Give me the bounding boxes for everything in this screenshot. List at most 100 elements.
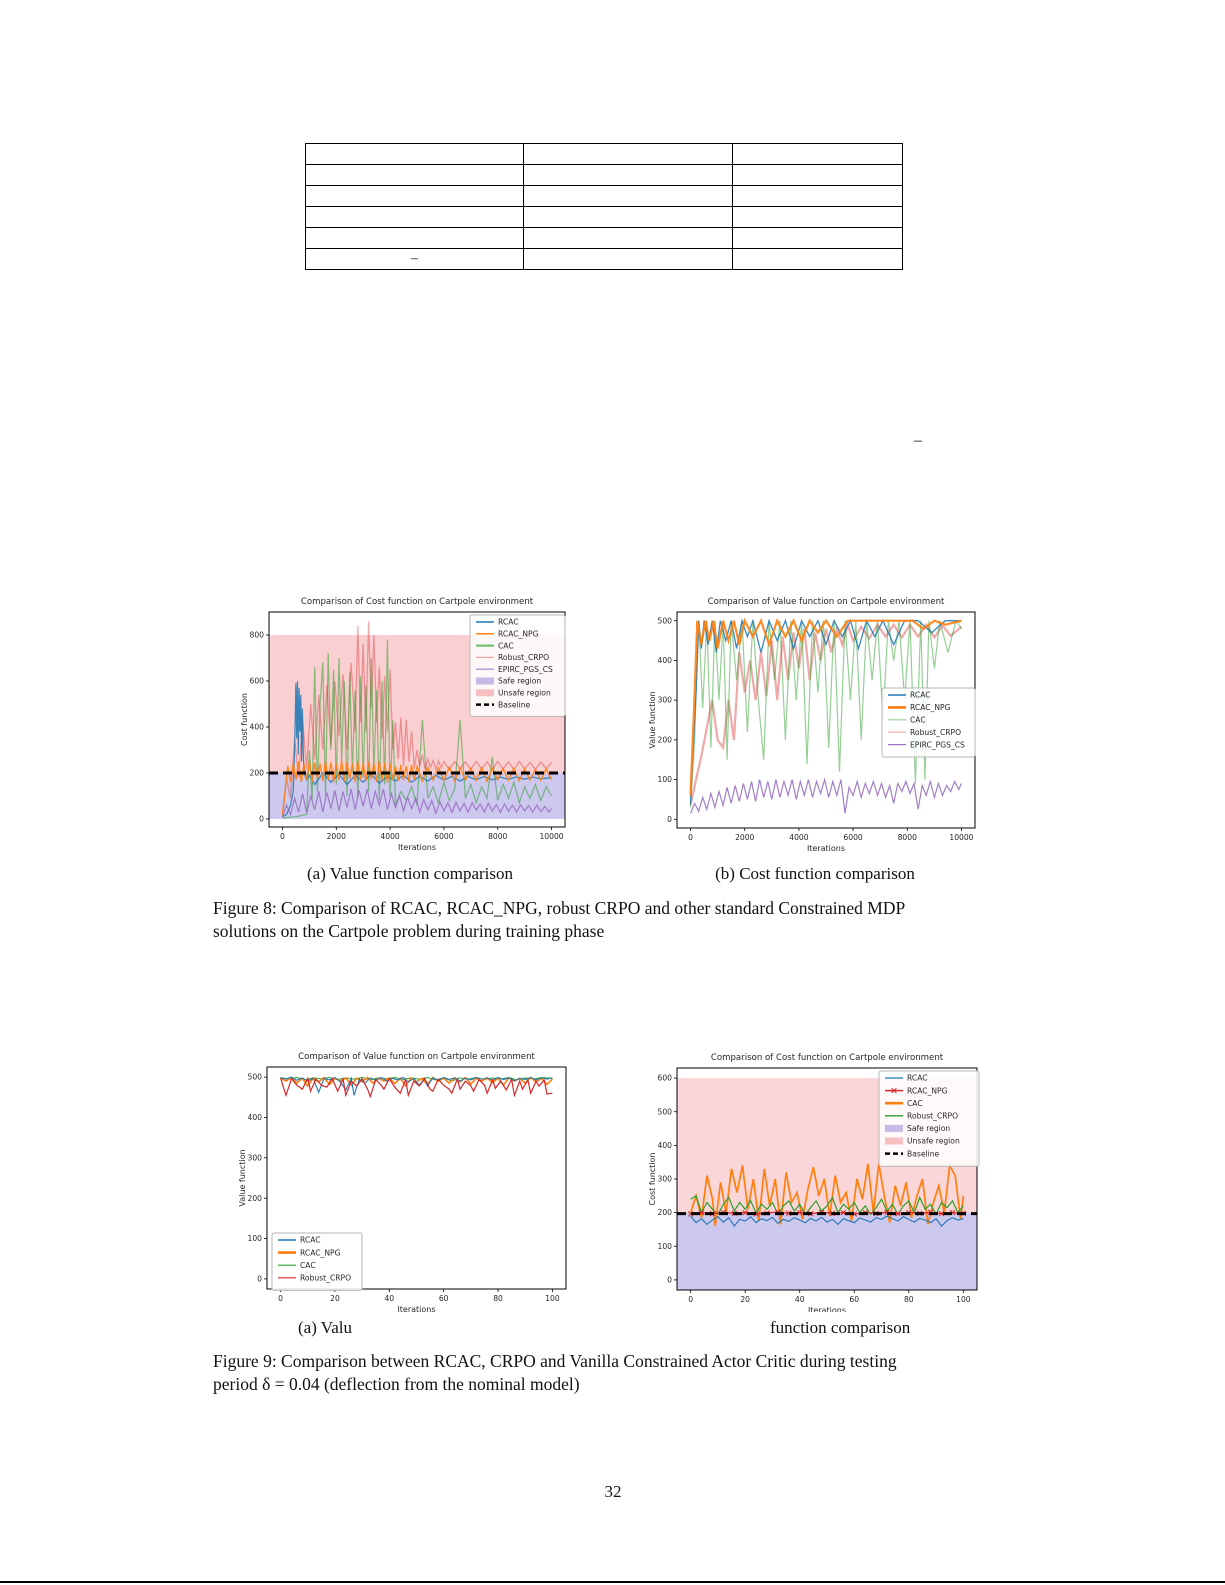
legend-label: RCAC_NPG xyxy=(498,630,539,639)
figure8-subcaption-a: (a) Value function comparison xyxy=(307,864,513,883)
y-tick-label: 200 xyxy=(248,1194,263,1203)
legend-label: Baseline xyxy=(907,1149,940,1158)
table-cell xyxy=(305,227,524,249)
x-axis-label: Iterations xyxy=(807,844,845,853)
legend-label: RCAC_NPG xyxy=(910,703,951,712)
page-number: 32 xyxy=(604,1482,622,1501)
table-cell xyxy=(523,164,733,186)
figure9-subcaption-a: (a) Valu xyxy=(298,1318,352,1337)
series-EPIRC_PGS_CS xyxy=(689,777,963,814)
table-cell xyxy=(523,248,733,270)
x-tick-label: 0 xyxy=(280,832,285,841)
x-tick-label: 20 xyxy=(740,1295,750,1304)
x-tick-label: 100 xyxy=(545,1294,560,1303)
legend-label: RCAC xyxy=(300,1236,321,1245)
table-cell xyxy=(523,227,733,249)
legend-label: EPIRC_PGS_CS xyxy=(498,665,553,674)
table-row xyxy=(305,185,903,207)
y-axis-label: Cost function xyxy=(648,1152,657,1205)
legend-label: Unsafe region xyxy=(907,1137,960,1146)
x-tick-label: 0 xyxy=(688,833,693,842)
x-tick-label: 40 xyxy=(795,1295,805,1304)
figure8-caption: Figure 8: Comparison of RCAC, RCAC_NPG, … xyxy=(213,897,1017,943)
series-Robust_CRPO xyxy=(280,1076,553,1099)
y-axis-label: Value function xyxy=(648,691,657,748)
table-cell xyxy=(732,227,903,249)
table-cell xyxy=(732,248,903,270)
region-safe-region xyxy=(677,1212,977,1290)
y-tick-label: 100 xyxy=(248,1234,263,1243)
legend-label: Robust_CRPO xyxy=(910,728,961,737)
table-row xyxy=(305,143,903,165)
y-tick-label: 100 xyxy=(658,1242,673,1251)
y-tick-label: 500 xyxy=(658,1107,673,1116)
legend-swatch-patch xyxy=(476,677,494,685)
legend-label: RCAC_NPG xyxy=(300,1248,341,1257)
table-cell xyxy=(732,164,903,186)
table-cell xyxy=(523,206,733,228)
legend-label: Robust_CRPO xyxy=(907,1112,958,1121)
table-cell xyxy=(305,206,524,228)
chart-fig9-cost-testing: Comparison of Cost function on Cartpole … xyxy=(645,1040,990,1315)
table-cell xyxy=(305,164,524,186)
table-row: – xyxy=(305,248,903,270)
x-tick-label: 8000 xyxy=(898,833,917,842)
y-tick-label: 600 xyxy=(658,1074,673,1083)
legend-label: RCAC xyxy=(910,691,931,700)
marker-x xyxy=(742,1209,748,1216)
y-tick-label: 300 xyxy=(658,1175,673,1184)
x-tick-label: 10000 xyxy=(539,832,563,841)
legend-label: Safe region xyxy=(907,1124,950,1133)
bottom-rule xyxy=(0,1581,1225,1583)
legend-label: CAC xyxy=(498,641,514,650)
series-CAC xyxy=(689,1162,965,1227)
y-tick-label: 500 xyxy=(658,616,673,625)
x-tick-label: 0 xyxy=(278,1294,283,1303)
legend-label: Robust_CRPO xyxy=(300,1274,351,1283)
figure9-subcaption-b: function comparison xyxy=(770,1318,911,1337)
chart-title: Comparison of Value function on Cartpole… xyxy=(298,1052,535,1062)
marker-x xyxy=(895,1210,901,1217)
table-row xyxy=(305,206,903,228)
y-tick-label: 400 xyxy=(658,656,673,665)
y-tick-label: 200 xyxy=(658,1208,673,1217)
figure8-caption-line1: Figure 8: Comparison of RCAC, RCAC_NPG, … xyxy=(213,898,906,918)
figure8-caption-line2: solutions on the Cartpole problem during… xyxy=(213,921,605,941)
legend-label: CAC xyxy=(300,1261,316,1270)
x-axis-label: Iterations xyxy=(397,1305,435,1312)
legend-label: EPIRC_PGS_CS xyxy=(910,740,965,749)
y-tick-label: 400 xyxy=(248,1113,263,1122)
table-cell xyxy=(732,206,903,228)
y-tick-label: 0 xyxy=(257,1275,262,1284)
x-tick-label: 80 xyxy=(493,1294,503,1303)
legend-label: RCAC_NPG xyxy=(907,1086,948,1095)
legend-label: RCAC xyxy=(907,1074,928,1083)
x-tick-label: 2000 xyxy=(735,833,754,842)
figure9-caption: Figure 9: Comparison between RCAC, CRPO … xyxy=(213,1350,1017,1396)
legend-label: Baseline xyxy=(498,700,531,709)
x-tick-label: 100 xyxy=(956,1295,971,1304)
marker-x xyxy=(796,1209,803,1216)
series-EPIRC_PGS_CS xyxy=(281,788,552,818)
x-tick-label: 8000 xyxy=(488,832,507,841)
results-table: – xyxy=(305,143,903,270)
series-RCAC xyxy=(280,1076,553,1096)
y-tick-label: 500 xyxy=(248,1073,263,1082)
x-tick-label: 80 xyxy=(904,1295,914,1304)
plot-border xyxy=(266,1066,567,1290)
x-axis-label: Iterations xyxy=(808,1306,846,1312)
plot-border xyxy=(268,611,566,828)
legend-swatch-patch xyxy=(885,1124,903,1132)
chart-fig8-value-training: Comparison of Value function on Cartpole… xyxy=(645,585,990,857)
figure9-caption-line1: Figure 9: Comparison between RCAC, CRPO … xyxy=(213,1351,897,1371)
x-tick-label: 4000 xyxy=(380,832,399,841)
table-cell xyxy=(732,185,903,207)
chart-fig8-cost-training: Comparison of Cost function on Cartpole … xyxy=(238,585,583,857)
chart-fig9-value-testing: Comparison of Value function on Cartpole… xyxy=(238,1040,583,1314)
series-CAC xyxy=(689,619,962,808)
legend-box xyxy=(878,1070,980,1167)
figure8-subcaption-b: (b) Cost function comparison xyxy=(715,864,915,883)
marker-x xyxy=(938,1210,945,1217)
x-tick-label: 2000 xyxy=(327,832,346,841)
